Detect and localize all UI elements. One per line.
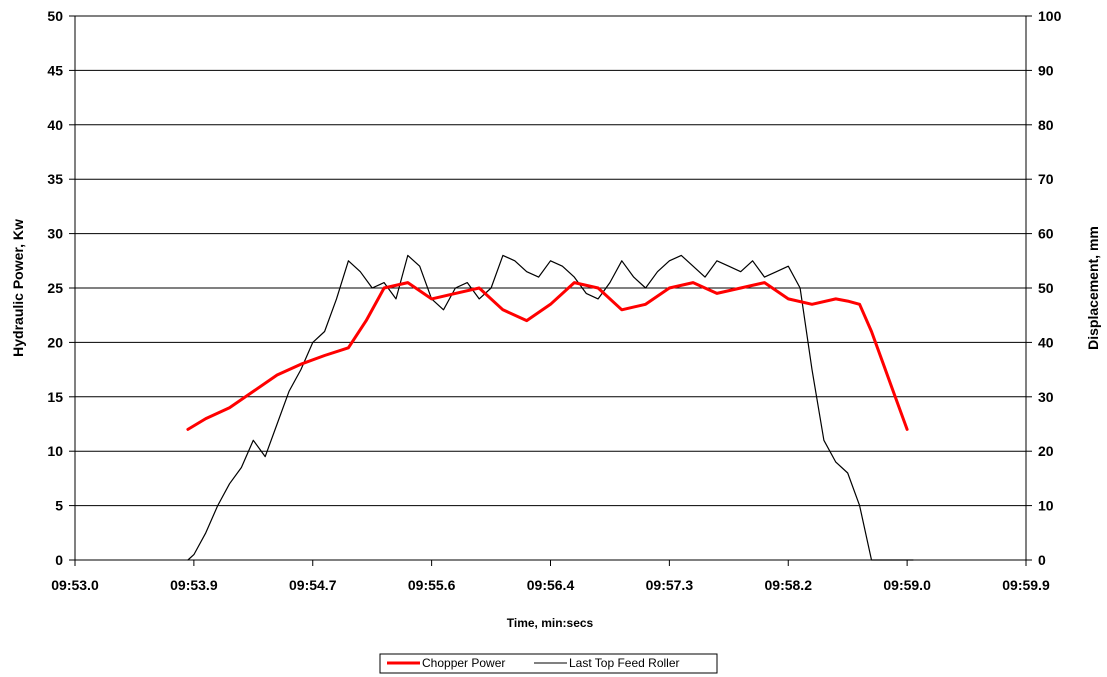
x-tick-label: 09:59.9 — [1002, 577, 1050, 593]
y-tick-label: 35 — [47, 171, 63, 187]
legend-label-chopper-power: Chopper Power — [422, 656, 505, 670]
x-axis-title: Time, min:secs — [507, 616, 594, 630]
y-tick-label: 25 — [47, 280, 63, 296]
grid-layer — [75, 69, 1026, 507]
y-tick-label: 50 — [47, 8, 63, 24]
y2-tick-label: 20 — [1038, 443, 1054, 459]
y-tick-label: 20 — [47, 334, 63, 350]
x-tick-label: 09:56.4 — [527, 577, 575, 593]
left-axis: 0 5 10 15 20 25 30 35 40 45 50 — [47, 8, 75, 568]
y2-tick-label: 90 — [1038, 62, 1054, 78]
series-layer — [186, 254, 914, 561]
y2-tick-label: 30 — [1038, 389, 1054, 405]
x-tick-label: 09:54.7 — [289, 577, 337, 593]
y-axis-title: Hydraulic Power, Kw — [10, 219, 26, 357]
right-axis: 0 10 20 30 40 50 60 70 80 90 100 — [1026, 8, 1062, 568]
y2-tick-label: 80 — [1038, 117, 1054, 133]
x-axis: 09:53.0 09:53.9 09:54.7 09:55.6 09:56.4 09:57… — [51, 560, 1050, 593]
y-tick-label: 15 — [47, 389, 63, 405]
y2-tick-label: 10 — [1038, 498, 1054, 514]
y-tick-label: 45 — [47, 62, 63, 78]
x-tick-label: 09:57.3 — [646, 577, 694, 593]
y-tick-label: 30 — [47, 226, 63, 242]
series-line-chopper-power — [186, 281, 909, 431]
y-tick-label: 0 — [55, 552, 63, 568]
y2-tick-label: 100 — [1038, 8, 1062, 24]
x-tick-label: 09:55.6 — [408, 577, 456, 593]
x-tick-label: 09:58.2 — [765, 577, 813, 593]
y2-axis-title: Displacement, mm — [1085, 226, 1101, 350]
y2-tick-label: 40 — [1038, 334, 1054, 350]
y-tick-label: 5 — [55, 498, 63, 514]
x-tick-label: 09:59.0 — [883, 577, 931, 593]
y-tick-label: 10 — [47, 443, 63, 459]
y2-tick-label: 60 — [1038, 226, 1054, 242]
y2-tick-label: 50 — [1038, 280, 1054, 296]
y-tick-label: 40 — [47, 117, 63, 133]
y2-tick-label: 0 — [1038, 552, 1046, 568]
y2-tick-label: 70 — [1038, 171, 1054, 187]
series-line-last-top-feed-roller — [187, 254, 914, 561]
x-tick-label: 09:53.9 — [170, 577, 218, 593]
legend-label-last-top-feed-roller: Last Top Feed Roller — [569, 656, 680, 670]
legend: Chopper Power Last Top Feed Roller — [379, 653, 718, 674]
x-tick-label: 09:53.0 — [51, 577, 99, 593]
